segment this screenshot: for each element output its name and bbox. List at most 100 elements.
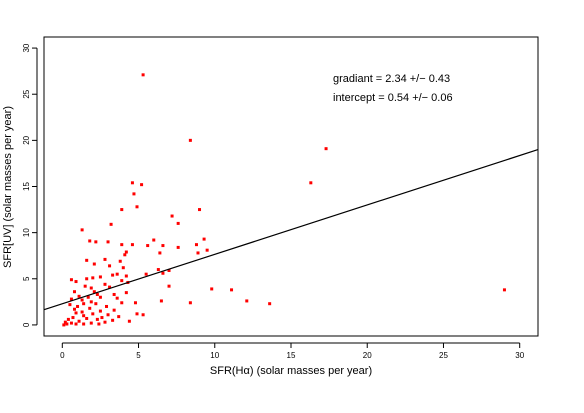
data-point [124, 274, 128, 278]
y-tick-label: 0 [22, 322, 31, 327]
data-point [85, 258, 89, 262]
data-point [82, 302, 86, 306]
data-point [118, 259, 122, 263]
data-point [111, 273, 115, 277]
data-point [76, 304, 80, 308]
data-point [80, 310, 84, 314]
data-point [135, 312, 139, 316]
data-point [176, 245, 180, 249]
data-point [120, 279, 124, 283]
data-point [146, 244, 150, 248]
data-point [94, 240, 98, 244]
data-point [502, 288, 506, 292]
data-point [82, 322, 86, 326]
data-point [92, 262, 96, 266]
data-point [66, 317, 70, 321]
data-point [69, 297, 73, 301]
data-point [85, 316, 89, 320]
data-point [103, 282, 107, 286]
data-point [245, 299, 249, 303]
x-tick-label: 30 [515, 351, 524, 360]
data-point [97, 322, 101, 326]
data-point [210, 287, 214, 291]
data-point [141, 73, 145, 77]
data-point [117, 315, 121, 319]
data-point [108, 264, 112, 268]
data-point [133, 301, 137, 305]
data-point [130, 243, 134, 247]
data-point [123, 253, 127, 257]
intercept-annotation: intercept = 0.54 +/− 0.06 [333, 92, 453, 104]
data-point [68, 303, 72, 307]
y-tick-label: 5 [22, 276, 31, 281]
data-point [77, 294, 81, 298]
data-point [77, 319, 81, 323]
data-point [112, 308, 116, 312]
data-point [120, 208, 124, 212]
data-point [103, 320, 107, 324]
data-point [194, 243, 198, 247]
data-point [111, 318, 115, 322]
data-point [83, 284, 87, 288]
data-point [141, 313, 145, 317]
data-point [106, 240, 110, 244]
data-point [152, 238, 156, 242]
data-point [62, 323, 66, 327]
data-point [176, 221, 180, 225]
y-tick-label: 10 [22, 228, 31, 237]
data-point [100, 316, 104, 320]
data-point [95, 292, 99, 296]
data-point [230, 288, 234, 292]
data-point [65, 322, 69, 326]
data-point [112, 292, 116, 296]
x-axis: 0 5 10 15 20 25 30 [60, 342, 525, 360]
data-point [268, 302, 272, 306]
data-point [72, 290, 76, 294]
data-point [72, 307, 76, 311]
data-point [86, 295, 90, 299]
regression-line [43, 149, 539, 311]
data-point [98, 275, 102, 279]
data-point [85, 277, 89, 281]
data-point [188, 138, 192, 142]
data-point [91, 312, 95, 316]
data-point [69, 321, 73, 325]
data-point [167, 284, 171, 288]
data-point [95, 317, 99, 321]
data-point [324, 147, 328, 151]
x-axis-title: SFR(Hα) (solar masses per year) [210, 365, 372, 377]
data-point [205, 248, 209, 252]
data-point [109, 222, 113, 226]
data-point [80, 228, 84, 232]
x-tick-label: 5 [136, 351, 141, 360]
data-point [196, 251, 200, 255]
data-point [115, 296, 119, 300]
gradient-annotation: gradiant = 2.34 +/− 0.43 [333, 73, 450, 85]
data-point [309, 181, 313, 185]
data-point [170, 214, 174, 218]
x-tick-label: 25 [439, 351, 448, 360]
data-point [140, 183, 144, 187]
data-point [156, 268, 160, 272]
data-point [127, 319, 131, 323]
data-point [144, 272, 148, 276]
data-point [91, 276, 95, 280]
data-point [159, 299, 163, 303]
y-tick-label: 15 [22, 182, 31, 191]
data-point [98, 309, 102, 313]
data-point [74, 322, 78, 326]
data-point [188, 301, 192, 305]
data-point [108, 285, 112, 289]
data-point [92, 290, 96, 294]
x-tick-label: 0 [60, 351, 65, 360]
data-point [74, 311, 78, 315]
data-point [94, 302, 98, 306]
data-point [158, 251, 162, 255]
y-axis-title: SFR[UV] (solar masses per year) [2, 106, 14, 268]
data-point [82, 314, 86, 318]
data-points [62, 73, 506, 327]
data-point [121, 266, 125, 270]
data-point [88, 306, 92, 310]
data-point [161, 271, 165, 275]
